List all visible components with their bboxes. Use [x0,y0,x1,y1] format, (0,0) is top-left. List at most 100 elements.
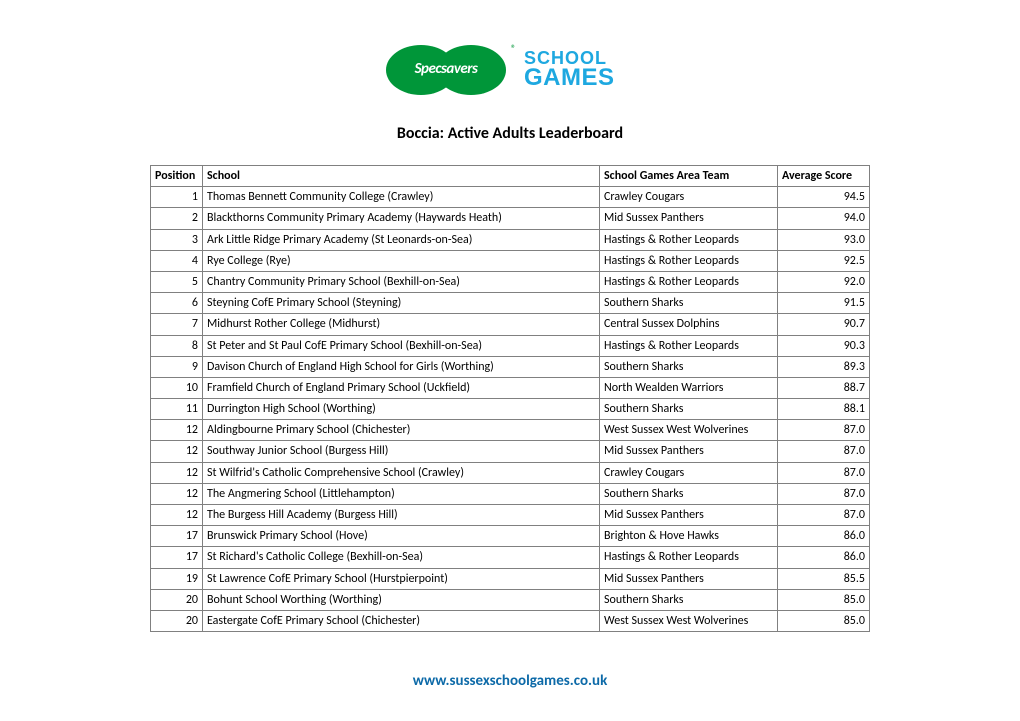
table-body: 1Thomas Bennett Community College (Crawl… [151,187,870,632]
table-row: 17St Richard's Catholic College (Bexhill… [151,547,870,568]
document-page: Specsavers ® SCHOOL GAMES Boccia: Active… [0,0,1020,710]
cell-score: 87.0 [778,505,870,526]
logo-row: Specsavers ® SCHOOL GAMES [386,40,634,100]
cell-team: Hastings & Rother Leopards [600,547,778,568]
cell-position: 20 [151,610,203,631]
footer-url: www.sussexschoolgames.co.uk [413,672,608,690]
cell-school: St Richard's Catholic College (Bexhill-o… [203,547,600,568]
cell-team: Mid Sussex Panthers [600,441,778,462]
specsavers-logo: Specsavers ® [386,42,506,98]
cell-score: 87.0 [778,462,870,483]
cell-school: The Burgess Hill Academy (Burgess Hill) [203,505,600,526]
cell-score: 89.3 [778,356,870,377]
table-row: 1Thomas Bennett Community College (Crawl… [151,187,870,208]
cell-position: 19 [151,568,203,589]
page-title: Boccia: Active Adults Leaderboard [397,124,623,143]
cell-school: Steyning CofE Primary School (Steyning) [203,293,600,314]
registered-mark-icon: ® [511,42,516,55]
table-row: 5Chantry Community Primary School (Bexhi… [151,271,870,292]
cell-score: 92.5 [778,250,870,271]
cell-school: St Peter and St Paul CofE Primary School… [203,335,600,356]
table-row: 12The Angmering School (Littlehampton)So… [151,483,870,504]
table-row: 20Eastergate CofE Primary School (Chiche… [151,610,870,631]
table-row: 19St Lawrence CofE Primary School (Hurst… [151,568,870,589]
cell-team: North Wealden Warriors [600,377,778,398]
cell-score: 85.0 [778,610,870,631]
cell-score: 85.5 [778,568,870,589]
table-row: 6Steyning CofE Primary School (Steyning)… [151,293,870,314]
table-row: 2Blackthorns Community Primary Academy (… [151,208,870,229]
col-header-position: Position [151,166,203,187]
cell-school: Aldingbourne Primary School (Chichester) [203,420,600,441]
cell-team: Mid Sussex Panthers [600,208,778,229]
cell-school: Durrington High School (Worthing) [203,399,600,420]
cell-score: 90.7 [778,314,870,335]
cell-team: Southern Sharks [600,293,778,314]
cell-score: 91.5 [778,293,870,314]
table-row: 12The Burgess Hill Academy (Burgess Hill… [151,505,870,526]
table-row: 17Brunswick Primary School (Hove)Brighto… [151,526,870,547]
cell-score: 88.1 [778,399,870,420]
cell-score: 85.0 [778,589,870,610]
cell-team: Southern Sharks [600,356,778,377]
cell-position: 12 [151,420,203,441]
table-row: 11Durrington High School (Worthing)South… [151,399,870,420]
cell-team: Crawley Cougars [600,462,778,483]
cell-position: 11 [151,399,203,420]
cell-position: 7 [151,314,203,335]
cell-score: 94.0 [778,208,870,229]
cell-school: Chantry Community Primary School (Bexhil… [203,271,600,292]
cell-position: 6 [151,293,203,314]
cell-position: 17 [151,526,203,547]
cell-team: Hastings & Rother Leopards [600,250,778,271]
cell-team: Crawley Cougars [600,187,778,208]
cell-position: 4 [151,250,203,271]
school-games-line2: GAMES [524,67,634,90]
cell-position: 9 [151,356,203,377]
cell-school: St Wilfrid's Catholic Comprehensive Scho… [203,462,600,483]
cell-score: 90.3 [778,335,870,356]
cell-position: 5 [151,271,203,292]
cell-team: Southern Sharks [600,399,778,420]
cell-school: Southway Junior School (Burgess Hill) [203,441,600,462]
cell-team: Mid Sussex Panthers [600,505,778,526]
table-row: 10Framfield Church of England Primary Sc… [151,377,870,398]
cell-school: Ark Little Ridge Primary Academy (St Leo… [203,229,600,250]
cell-team: Southern Sharks [600,589,778,610]
col-header-school: School [203,166,600,187]
cell-score: 94.5 [778,187,870,208]
cell-position: 12 [151,462,203,483]
cell-score: 93.0 [778,229,870,250]
cell-team: West Sussex West Wolverines [600,610,778,631]
cell-position: 1 [151,187,203,208]
cell-team: Hastings & Rother Leopards [600,229,778,250]
cell-score: 87.0 [778,420,870,441]
cell-team: Hastings & Rother Leopards [600,335,778,356]
cell-score: 87.0 [778,441,870,462]
cell-team: Mid Sussex Panthers [600,568,778,589]
table-row: 12Aldingbourne Primary School (Chicheste… [151,420,870,441]
cell-school: Davison Church of England High School fo… [203,356,600,377]
cell-school: The Angmering School (Littlehampton) [203,483,600,504]
cell-school: Brunswick Primary School (Hove) [203,526,600,547]
col-header-score: Average Score [778,166,870,187]
table-row: 4Rye College (Rye)Hastings & Rother Leop… [151,250,870,271]
cell-school: Blackthorns Community Primary Academy (H… [203,208,600,229]
table-row: 3Ark Little Ridge Primary Academy (St Le… [151,229,870,250]
table-header-row: Position School School Games Area Team A… [151,166,870,187]
cell-team: Southern Sharks [600,483,778,504]
cell-school: Thomas Bennett Community College (Crawle… [203,187,600,208]
cell-position: 8 [151,335,203,356]
cell-score: 88.7 [778,377,870,398]
cell-position: 2 [151,208,203,229]
cell-school: St Lawrence CofE Primary School (Hurstpi… [203,568,600,589]
cell-score: 86.0 [778,547,870,568]
table-row: 7Midhurst Rother College (Midhurst)Centr… [151,314,870,335]
cell-score: 87.0 [778,483,870,504]
cell-school: Midhurst Rother College (Midhurst) [203,314,600,335]
specsavers-text: Specsavers [386,60,506,78]
table-row: 9Davison Church of England High School f… [151,356,870,377]
school-games-logo: SCHOOL GAMES [524,40,634,100]
cell-team: Hastings & Rother Leopards [600,271,778,292]
table-row: 20Bohunt School Worthing (Worthing)South… [151,589,870,610]
